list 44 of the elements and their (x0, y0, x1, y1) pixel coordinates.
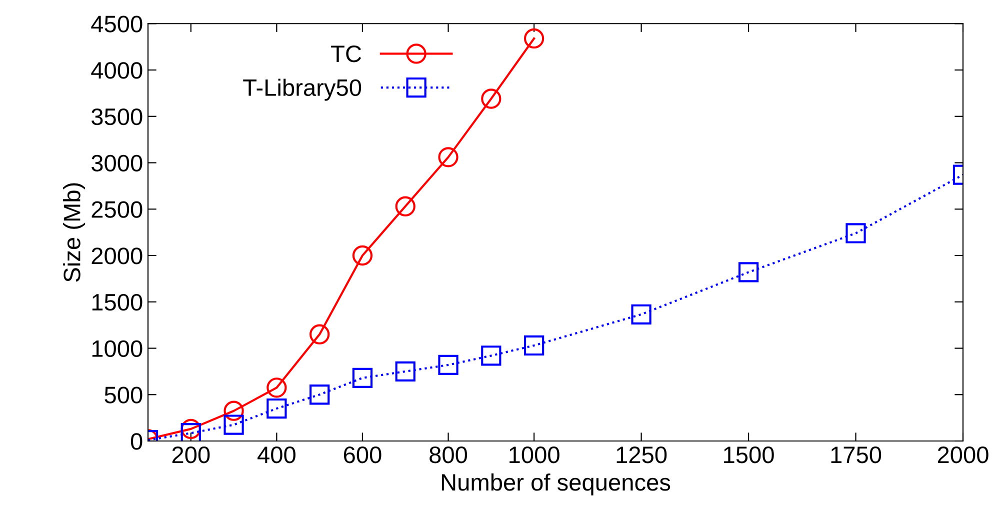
legend-label: T-Library50 (243, 78, 362, 101)
x-axis-title: Number of sequences (442, 473, 670, 496)
point (481, 88, 502, 109)
y-tick-label: 3500 (92, 108, 142, 126)
point (481, 346, 502, 366)
x-tick-label: 800 (430, 446, 468, 464)
point (266, 378, 287, 398)
point (352, 368, 373, 388)
point (224, 400, 244, 421)
point (310, 384, 330, 405)
point (846, 223, 866, 244)
x-tick-label: 2000 (938, 446, 988, 464)
x-tick-label: 400 (258, 446, 296, 464)
y-tick-label: 1000 (92, 340, 142, 358)
x-tick-label: 600 (344, 446, 382, 464)
y-tick-label: 2000 (92, 248, 142, 264)
point (352, 245, 373, 266)
point (310, 324, 330, 344)
y-axis-title: Size (Mb) (63, 183, 86, 282)
y-tick-label: 2500 (92, 201, 142, 218)
point (524, 335, 544, 356)
point (631, 304, 652, 324)
legend-label: TC (331, 46, 362, 62)
y-tick-label: 3000 (92, 154, 142, 172)
point (180, 418, 201, 440)
x-tick-label: 1250 (616, 446, 667, 464)
y-tick-label: 500 (104, 386, 142, 404)
point (224, 414, 244, 435)
point (395, 361, 416, 382)
x-tick-label: 200 (172, 446, 210, 464)
point (395, 196, 416, 216)
y-tick-label: 0 (130, 433, 142, 450)
y-tick-label: 1500 (92, 294, 142, 311)
x-tick-label: 1500 (724, 446, 774, 464)
x-tick-label: 1000 (510, 446, 560, 464)
point (438, 147, 458, 168)
point (738, 262, 759, 282)
point (180, 423, 201, 441)
y-tick-label: 4000 (91, 62, 142, 79)
y-tick-label: 4500 (91, 16, 142, 32)
x-tick-label: 1750 (831, 446, 882, 464)
point (524, 28, 544, 49)
point (438, 354, 458, 376)
point (266, 398, 287, 419)
